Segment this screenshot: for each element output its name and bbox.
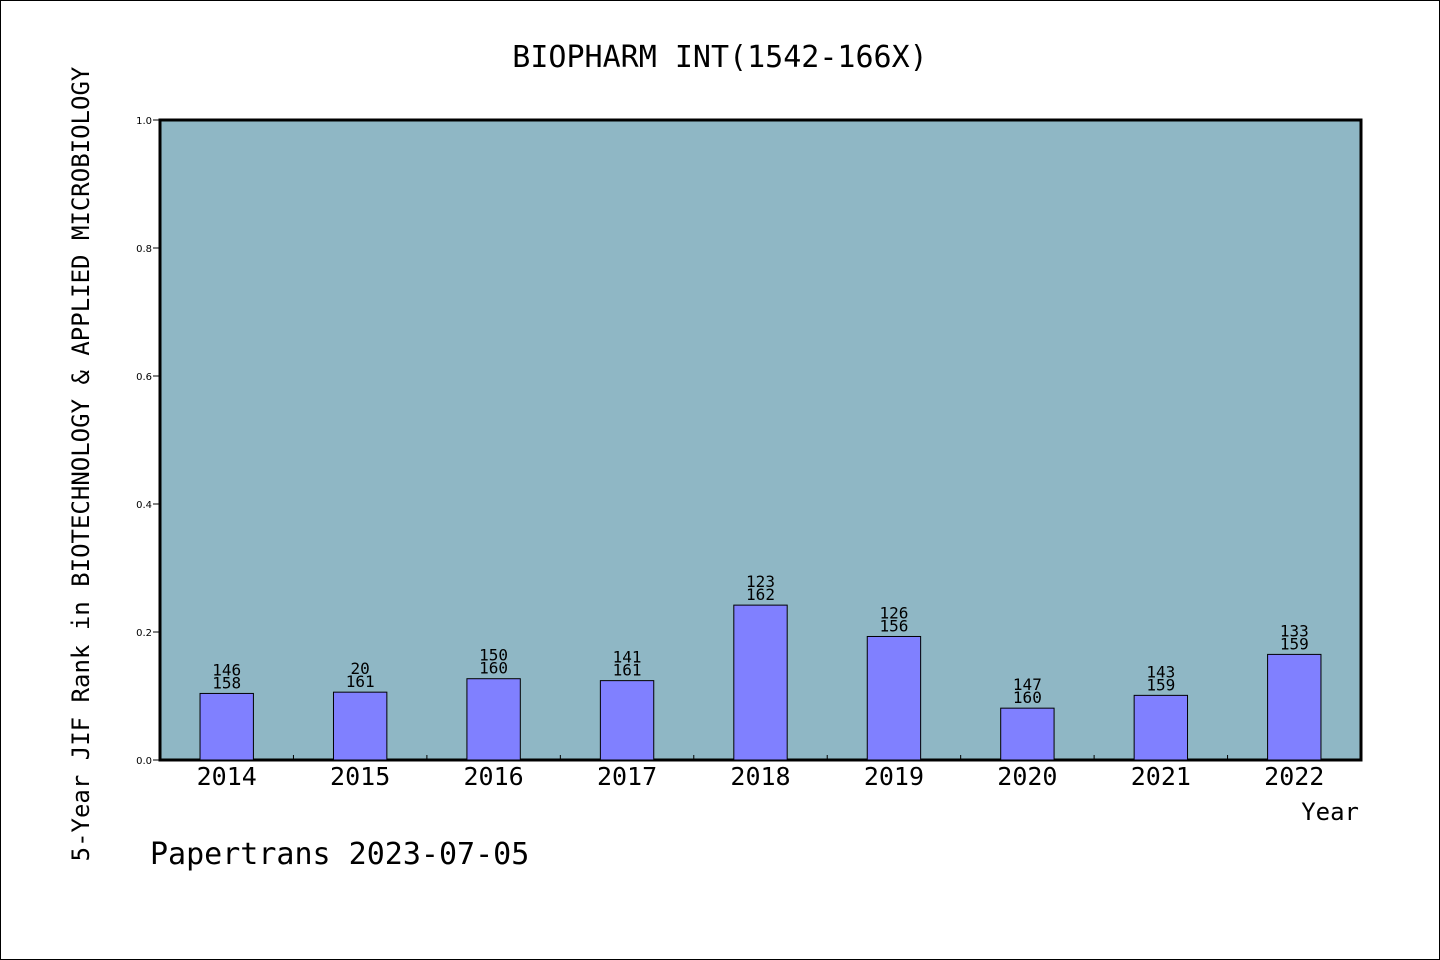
x-axis: 2014 2015 2016 2017 2018 2019 2020 2021 2022	[197, 755, 1324, 791]
x-tick-label: 2015	[330, 762, 390, 791]
bar-label-top: 133	[1280, 621, 1309, 640]
y-tick-label: 0.2	[136, 628, 152, 639]
bar-2020	[1000, 707, 1055, 761]
x-tick-label: 2021	[1131, 762, 1191, 791]
bar-label-top: 126	[879, 603, 908, 622]
bar-2019	[866, 635, 922, 761]
bar-series: 1461582016115016014116112316212615614716…	[199, 572, 1322, 761]
x-tick-label: 2016	[464, 762, 524, 791]
y-axis-label: 5-Year JIF Rank in BIOTECHNOLOGY & APPLI…	[67, 66, 95, 861]
bar-label-bottom: 161	[346, 672, 375, 691]
chart-title: BIOPHARM INT(1542-166X)	[512, 40, 927, 75]
y-tick-label: 0.6	[136, 372, 152, 383]
bar-label-top: 146	[212, 660, 241, 679]
bar-2022	[1267, 653, 1322, 761]
y-tick-label: 1.0	[136, 116, 152, 127]
bar-label-bottom: 156	[879, 616, 908, 635]
bar-label-top: 143	[1146, 662, 1175, 681]
x-tick-label: 2014	[197, 762, 257, 791]
bar-label-bottom: 158	[212, 673, 241, 692]
x-tick-label: 2017	[597, 762, 657, 791]
y-tick-label: 0.0	[136, 756, 152, 767]
y-tick-label: 0.8	[136, 244, 152, 255]
x-tick-label: 2022	[1264, 762, 1324, 791]
bar-2014	[199, 692, 254, 761]
y-axis: 0.0 0.2 0.4 0.6 0.8 1.0	[136, 116, 160, 767]
bar-label-top: 123	[746, 572, 775, 591]
bar-2018	[733, 604, 788, 761]
bar-2016	[466, 678, 521, 761]
bar-label-bottom: 162	[746, 585, 775, 604]
bar-label-top: 20	[351, 659, 370, 678]
bar-label-bottom: 160	[1013, 688, 1042, 707]
x-tick-label: 2018	[730, 762, 790, 791]
bar-2015	[332, 691, 388, 761]
bar-label-bottom: 161	[613, 661, 642, 680]
bar-label-bottom: 159	[1280, 634, 1309, 653]
bar-label-bottom: 160	[479, 659, 508, 678]
watermark-text: Papertrans 2023-07-05	[150, 837, 529, 872]
x-axis-label: Year	[1301, 798, 1359, 826]
bar-2021	[1133, 694, 1189, 761]
bar-2017	[599, 680, 655, 761]
bar-label-top: 141	[613, 648, 642, 667]
y-tick-label: 0.4	[136, 500, 152, 511]
x-tick-label: 2019	[864, 762, 924, 791]
bar-label-bottom: 159	[1146, 675, 1175, 694]
bar-label-top: 147	[1013, 675, 1042, 694]
x-tick-label: 2020	[997, 762, 1057, 791]
bar-label-top: 150	[479, 646, 508, 665]
